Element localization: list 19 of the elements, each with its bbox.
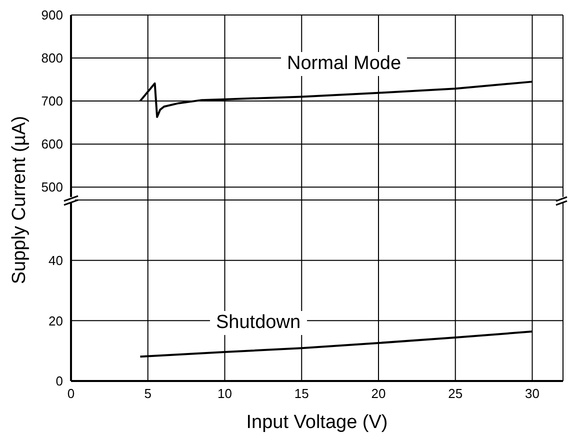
- series-label: Normal Mode: [281, 52, 408, 76]
- x-tick-label: 20: [371, 386, 386, 402]
- y-tick-label: 0: [56, 374, 63, 389]
- x-tick-label: 0: [67, 386, 75, 402]
- x-tick-label: 15: [294, 386, 309, 402]
- y-tick-label: 20: [48, 313, 63, 328]
- x-axis-title: Input Voltage (V): [246, 412, 388, 433]
- x-tick-label: 30: [525, 386, 540, 402]
- y-tick-label: 500: [41, 180, 63, 195]
- y-tick-label: 40: [48, 252, 63, 268]
- series-label: Shutdown: [210, 311, 307, 335]
- y-axis-title: Supply Current (µA): [9, 116, 31, 284]
- y-tick-label: 600: [41, 136, 63, 152]
- x-tick-label: 5: [144, 386, 152, 402]
- x-tick-label: 10: [218, 386, 232, 402]
- y-tick-label: 700: [41, 94, 63, 109]
- y-tick-label: 900: [41, 8, 63, 23]
- y-tick-label: 800: [41, 50, 63, 66]
- x-tick-label: 25: [448, 386, 463, 402]
